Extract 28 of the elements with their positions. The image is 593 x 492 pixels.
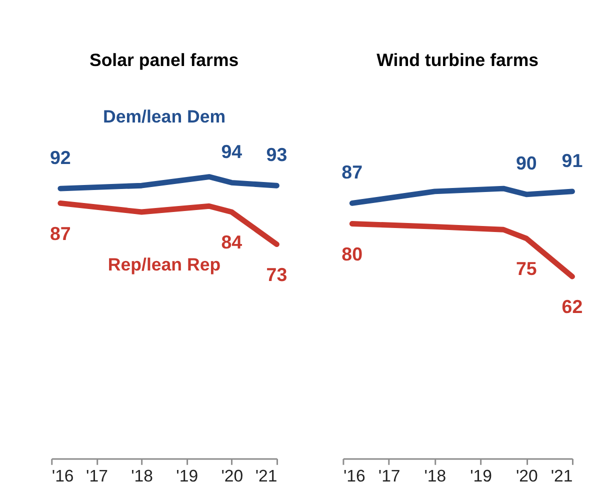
- data-label: 84: [221, 232, 243, 253]
- x-tick-label: '20: [516, 466, 538, 486]
- x-tick-label: '16: [343, 466, 366, 486]
- data-label: 80: [342, 243, 363, 264]
- x-tick-label: '18: [424, 466, 446, 486]
- data-label: 75: [516, 258, 537, 279]
- data-label: 93: [266, 144, 288, 165]
- x-tick-label: '17: [378, 466, 400, 486]
- data-label: 87: [342, 162, 363, 182]
- x-tick-label: '16: [52, 466, 74, 486]
- chart-title: Solar panel farms: [89, 50, 239, 70]
- text: Dem/lean Dem: [102, 106, 226, 126]
- data-label: 62: [562, 296, 583, 318]
- x-tick-label: '17: [86, 466, 108, 486]
- x-tick-label: '21: [255, 466, 278, 486]
- data-label: 91: [562, 150, 583, 171]
- x-tick-label: '19: [470, 466, 492, 486]
- x-tick-label: '21: [550, 466, 573, 486]
- chart-title: Wind turbine farms: [376, 50, 539, 70]
- data-label: 90: [516, 152, 537, 174]
- x-tick-label: '20: [221, 466, 244, 486]
- text: Rep/lean Rep: [108, 254, 221, 274]
- data-label: 87: [50, 222, 71, 244]
- data-label: 94: [221, 140, 243, 162]
- data-label: 92: [50, 146, 71, 168]
- x-tick-label: '18: [131, 466, 153, 486]
- data-label: 73: [266, 264, 288, 285]
- x-tick-label: '19: [176, 466, 198, 486]
